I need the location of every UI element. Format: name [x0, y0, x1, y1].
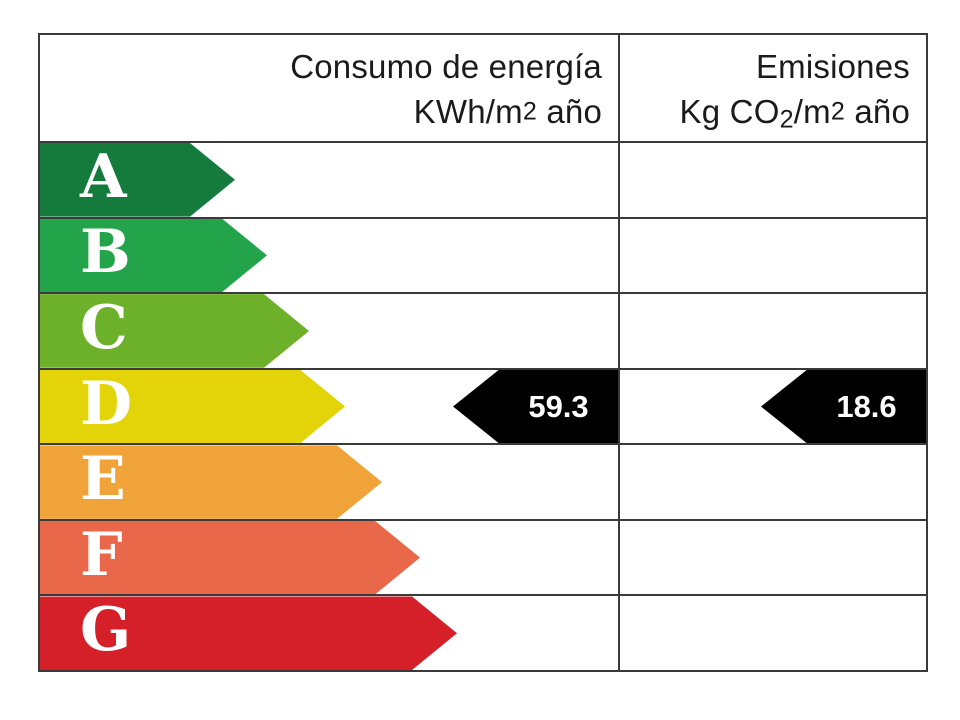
consumo-value: 59.3 — [528, 388, 589, 424]
table-header: Consumo de energía KWh/m2 año Emisiones … — [40, 35, 926, 141]
column-divider — [618, 35, 620, 670]
emisiones-value: 18.6 — [836, 388, 897, 424]
rating-row-b: B — [40, 216, 926, 293]
rating-letter-c: C — [80, 292, 128, 363]
rating-row-a: A — [40, 141, 926, 217]
consumo-header-line1: Consumo de energía — [290, 48, 602, 85]
rating-bar-f: F — [40, 521, 420, 595]
emisiones-header: Emisiones Kg CO2/m2 año — [618, 35, 926, 141]
rating-row-f: F — [40, 518, 926, 595]
emisiones-value-arrow: 18.6 — [761, 369, 926, 444]
rating-letter-e: E — [80, 444, 126, 515]
rating-letter-a: A — [80, 141, 127, 212]
rating-bar-e: E — [40, 445, 382, 519]
consumo-header-line2: KWh/m2 año — [413, 92, 602, 130]
rating-bar-d: D — [40, 370, 345, 444]
rating-row-g: G — [40, 594, 926, 671]
emisiones-header-line2: Kg CO2/m2 año — [679, 92, 910, 134]
rating-letter-f: F — [80, 519, 123, 590]
energy-label-table: Consumo de energía KWh/m2 año Emisiones … — [38, 33, 928, 672]
rating-letter-g: G — [80, 595, 132, 666]
rating-bar-c: C — [40, 294, 309, 368]
emisiones-header-line1: Emisiones — [755, 48, 910, 85]
rating-bar-a: A — [40, 143, 235, 217]
rating-bar-b: B — [40, 219, 267, 293]
rating-letter-b: B — [80, 217, 131, 288]
rating-letter-d: D — [80, 368, 133, 439]
rating-row-c: C — [40, 292, 926, 368]
rating-bar-g: G — [40, 596, 457, 670]
rating-rows: A B C D 59.3 18.6 — [40, 141, 926, 671]
rating-row-e: E — [40, 443, 926, 519]
rating-row-d: D 59.3 18.6 — [40, 367, 926, 444]
consumo-header: Consumo de energía KWh/m2 año — [40, 35, 618, 141]
consumo-value-arrow: 59.3 — [453, 369, 618, 444]
